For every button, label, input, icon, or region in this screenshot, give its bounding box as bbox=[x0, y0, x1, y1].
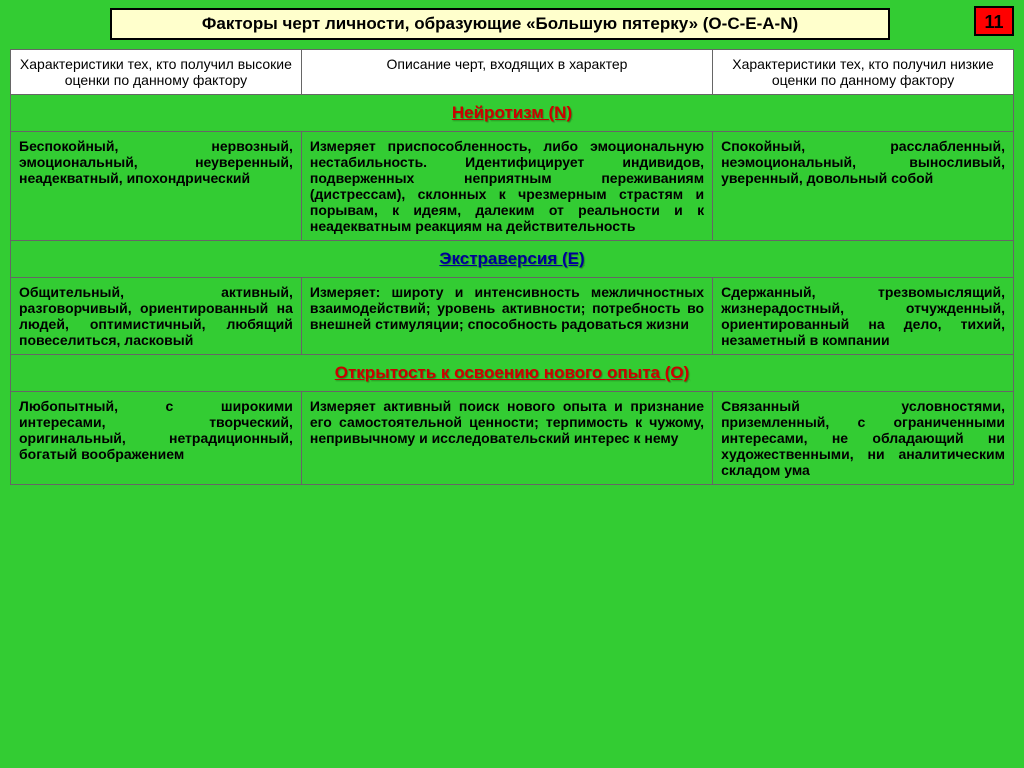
col-header-low: Характеристики тех, кто получил низкие о… bbox=[713, 50, 1014, 95]
traits-table: Характеристики тех, кто получил высокие … bbox=[10, 49, 1014, 485]
table-header-row: Характеристики тех, кто получил высокие … bbox=[11, 50, 1014, 95]
table-row: Беспокойный, нервозный, эмоциональный, н… bbox=[11, 132, 1014, 241]
cell-high: Любопытный, с широкими интересами, творч… bbox=[11, 392, 302, 485]
section-row: Экстраверсия (E) bbox=[11, 241, 1014, 278]
section-title-extraversion: Экстраверсия (E) bbox=[11, 241, 1014, 278]
slide-title: Факторы черт личности, образующие «Больш… bbox=[110, 8, 890, 40]
section-row: Открытость к освоению нового опыта (O) bbox=[11, 355, 1014, 392]
section-title-openness: Открытость к освоению нового опыта (O) bbox=[11, 355, 1014, 392]
cell-desc: Измеряет: широту и интенсивность межличн… bbox=[301, 278, 712, 355]
section-title-neuroticism: Нейротизм (N) bbox=[11, 95, 1014, 132]
cell-low: Сдержанный, трезвомыслящий, жизнерадостн… bbox=[713, 278, 1014, 355]
col-header-high: Характеристики тех, кто получил высокие … bbox=[11, 50, 302, 95]
section-row: Нейротизм (N) bbox=[11, 95, 1014, 132]
cell-desc: Измеряет приспособленность, либо эмоцион… bbox=[301, 132, 712, 241]
table-row: Общительный, активный, разговорчивый, ор… bbox=[11, 278, 1014, 355]
col-header-desc: Описание черт, входящих в характер bbox=[301, 50, 712, 95]
table-row: Любопытный, с широкими интересами, творч… bbox=[11, 392, 1014, 485]
cell-high: Общительный, активный, разговорчивый, ор… bbox=[11, 278, 302, 355]
cell-low: Спокойный, расслабленный, неэмоциональны… bbox=[713, 132, 1014, 241]
cell-low: Связанный условностями, приземленный, с … bbox=[713, 392, 1014, 485]
cell-desc: Измеряет активный поиск нового опыта и п… bbox=[301, 392, 712, 485]
cell-high: Беспокойный, нервозный, эмоциональный, н… bbox=[11, 132, 302, 241]
slide-number-badge: 11 bbox=[974, 6, 1014, 36]
